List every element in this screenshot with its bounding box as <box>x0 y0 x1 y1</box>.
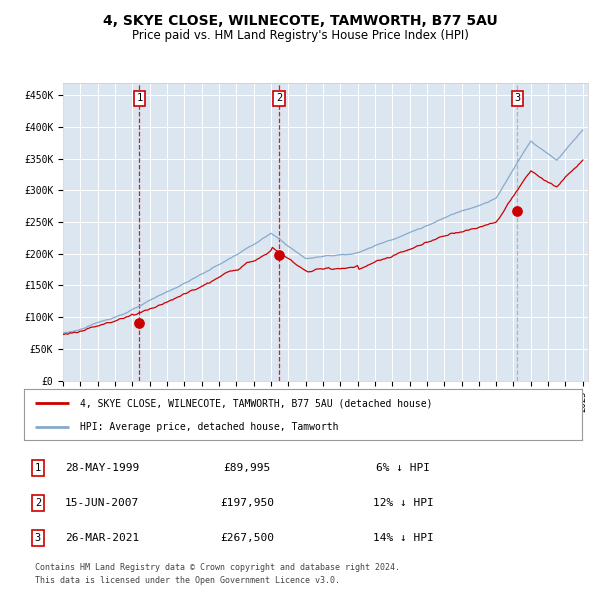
Text: HPI: Average price, detached house, Tamworth: HPI: Average price, detached house, Tamw… <box>80 422 338 432</box>
Point <box>512 206 522 216</box>
Text: 14% ↓ HPI: 14% ↓ HPI <box>373 533 434 543</box>
Point <box>274 250 284 260</box>
Text: 1: 1 <box>35 463 41 473</box>
Text: This data is licensed under the Open Government Licence v3.0.: This data is licensed under the Open Gov… <box>35 576 340 585</box>
Text: £89,995: £89,995 <box>224 463 271 473</box>
Text: 1: 1 <box>136 93 143 103</box>
Text: 2: 2 <box>276 93 282 103</box>
Text: 12% ↓ HPI: 12% ↓ HPI <box>373 498 434 508</box>
Text: 3: 3 <box>35 533 41 543</box>
Text: 15-JUN-2007: 15-JUN-2007 <box>65 498 139 508</box>
Text: Price paid vs. HM Land Registry's House Price Index (HPI): Price paid vs. HM Land Registry's House … <box>131 29 469 42</box>
Text: Contains HM Land Registry data © Crown copyright and database right 2024.: Contains HM Land Registry data © Crown c… <box>35 563 400 572</box>
Text: 4, SKYE CLOSE, WILNECOTE, TAMWORTH, B77 5AU: 4, SKYE CLOSE, WILNECOTE, TAMWORTH, B77 … <box>103 14 497 28</box>
Text: £197,950: £197,950 <box>220 498 274 508</box>
Text: 26-MAR-2021: 26-MAR-2021 <box>65 533 139 543</box>
Text: 28-MAY-1999: 28-MAY-1999 <box>65 463 139 473</box>
Text: 2: 2 <box>35 498 41 508</box>
Text: 4, SKYE CLOSE, WILNECOTE, TAMWORTH, B77 5AU (detached house): 4, SKYE CLOSE, WILNECOTE, TAMWORTH, B77 … <box>80 398 432 408</box>
Point <box>134 319 144 328</box>
Text: 6% ↓ HPI: 6% ↓ HPI <box>376 463 430 473</box>
Text: £267,500: £267,500 <box>220 533 274 543</box>
Text: 3: 3 <box>514 93 521 103</box>
